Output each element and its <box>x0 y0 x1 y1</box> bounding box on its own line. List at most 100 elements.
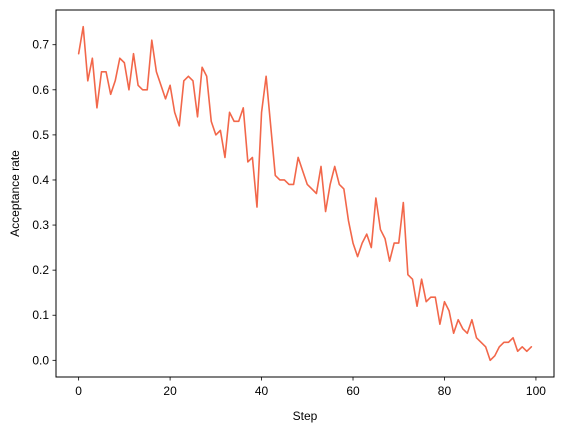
data-point <box>156 71 157 72</box>
data-point <box>298 157 299 158</box>
data-point <box>334 166 335 167</box>
data-point <box>220 130 221 131</box>
data-point <box>147 89 148 90</box>
data-point <box>170 85 171 86</box>
data-point <box>234 121 235 122</box>
data-point <box>288 184 289 185</box>
x-tick-label: 100 <box>526 384 546 398</box>
data-point <box>476 337 477 338</box>
data-point <box>471 319 472 320</box>
data-point <box>275 175 276 176</box>
data-point <box>384 238 385 239</box>
data-point <box>439 324 440 325</box>
y-tick-label: 0.5 <box>32 128 49 142</box>
x-axis-ticks: 0 20 40 60 80 100 <box>75 377 546 398</box>
y-tick-label: 0.6 <box>32 83 49 97</box>
data-point <box>448 310 449 311</box>
data-point <box>266 76 267 77</box>
y-tick-label: 0.4 <box>32 173 49 187</box>
data-point <box>485 346 486 347</box>
series-line <box>77 25 533 362</box>
data-point <box>137 85 138 86</box>
y-tick-label: 0.1 <box>32 308 49 322</box>
data-point <box>458 319 459 320</box>
data-point <box>531 346 532 347</box>
x-axis-label: Step <box>293 409 318 423</box>
data-point <box>133 53 134 54</box>
data-point <box>503 342 504 343</box>
data-point <box>105 71 106 72</box>
data-point <box>316 193 317 194</box>
data-point <box>270 125 271 126</box>
data-point <box>480 342 481 343</box>
y-tick-label: 0.2 <box>32 263 49 277</box>
data-point <box>188 76 189 77</box>
data-point <box>256 206 257 207</box>
y-tick-label: 0.7 <box>32 38 49 52</box>
data-point <box>229 112 230 113</box>
data-point <box>330 184 331 185</box>
y-tick-label: 0.3 <box>32 218 49 232</box>
data-point <box>352 242 353 243</box>
data-point <box>215 134 216 135</box>
data-point <box>115 80 116 81</box>
data-point <box>357 256 358 257</box>
data-point <box>325 211 326 212</box>
y-axis-label: Acceptance rate <box>8 150 22 237</box>
data-point <box>348 220 349 221</box>
x-tick-label: 40 <box>255 384 269 398</box>
data-point <box>119 58 120 59</box>
data-point <box>311 188 312 189</box>
data-point <box>526 351 527 352</box>
data-point <box>343 188 344 189</box>
data-point <box>371 247 372 248</box>
x-tick-label: 20 <box>163 384 177 398</box>
data-point <box>375 197 376 198</box>
data-point <box>252 157 253 158</box>
data-point <box>398 242 399 243</box>
data-point <box>416 306 417 307</box>
data-point <box>389 261 390 262</box>
x-tick-label: 0 <box>75 384 82 398</box>
data-point <box>508 342 509 343</box>
series-layer <box>77 25 533 362</box>
data-point <box>128 89 129 90</box>
data-point <box>517 351 518 352</box>
y-tick-label: 0.0 <box>32 353 49 367</box>
data-point <box>83 26 84 27</box>
data-point <box>279 179 280 180</box>
data-point <box>87 80 88 81</box>
data-point <box>444 301 445 302</box>
data-point <box>453 333 454 334</box>
data-point <box>224 157 225 158</box>
data-point <box>206 76 207 77</box>
y-axis-ticks: 0.0 0.1 0.2 0.3 0.4 0.5 0.6 0.7 <box>32 38 56 367</box>
data-point <box>412 279 413 280</box>
data-point <box>462 328 463 329</box>
data-point <box>160 85 161 86</box>
data-point <box>110 94 111 95</box>
data-point <box>179 125 180 126</box>
data-point <box>490 360 491 361</box>
data-point <box>96 107 97 108</box>
data-point <box>192 80 193 81</box>
plot-area-frame <box>55 9 555 378</box>
data-point <box>421 279 422 280</box>
data-point <box>467 333 468 334</box>
data-point <box>142 89 143 90</box>
data-point <box>307 184 308 185</box>
data-point <box>183 80 184 81</box>
data-point <box>293 184 294 185</box>
data-point <box>151 40 152 41</box>
data-point <box>320 166 321 167</box>
data-point <box>362 242 363 243</box>
data-point <box>165 98 166 99</box>
data-point <box>92 58 93 59</box>
data-point <box>78 53 79 54</box>
data-point <box>284 179 285 180</box>
data-point <box>261 112 262 113</box>
data-point <box>339 184 340 185</box>
data-point <box>494 355 495 356</box>
